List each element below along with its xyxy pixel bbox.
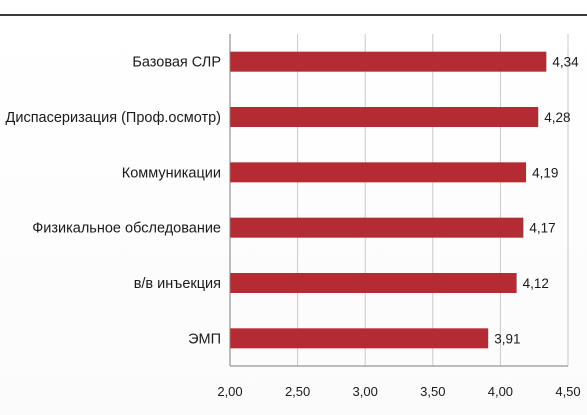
value-label: 4,12 xyxy=(523,276,549,291)
category-label: Физикальное обследование xyxy=(32,221,221,237)
value-label: 4,34 xyxy=(552,55,579,70)
value-label: 4,28 xyxy=(544,110,570,125)
chart-background xyxy=(0,16,587,415)
value-label: 4,17 xyxy=(529,221,555,236)
x-tick-label: 2,00 xyxy=(217,384,242,399)
bar xyxy=(230,328,489,349)
bar xyxy=(230,273,517,293)
category-label: Диспасеризация (Проф.осмотр) xyxy=(6,110,221,126)
x-tick-label: 3,50 xyxy=(420,384,445,399)
bar xyxy=(230,217,524,238)
value-label: 4,19 xyxy=(532,165,558,180)
x-tick-label: 4,50 xyxy=(555,384,580,399)
x-tick-label: 3,00 xyxy=(353,384,378,399)
value-label: 3,91 xyxy=(494,331,520,346)
gridlines xyxy=(297,34,569,366)
category-label: ЭМП xyxy=(188,331,221,347)
category-label: Базовая СЛР xyxy=(132,55,221,71)
category-labels: Базовая СЛР Диспасеризация (Проф.осмотр) К… xyxy=(6,55,221,348)
bars xyxy=(230,51,547,349)
x-tick-label: 2,50 xyxy=(285,384,310,399)
category-label: Коммуникации xyxy=(122,165,221,181)
bar xyxy=(230,107,539,127)
bar xyxy=(230,162,527,183)
x-tick-label: 4,00 xyxy=(488,384,513,399)
top-border-rule xyxy=(0,14,587,16)
category-label: в/в инъекция xyxy=(134,276,221,292)
bar xyxy=(230,51,547,72)
value-labels: 4,34 4,28 4,19 4,17 4,12 3,91 xyxy=(494,55,579,347)
x-axis-tick-labels: 2,00 2,50 3,00 3,50 4,00 4,50 xyxy=(217,384,580,399)
